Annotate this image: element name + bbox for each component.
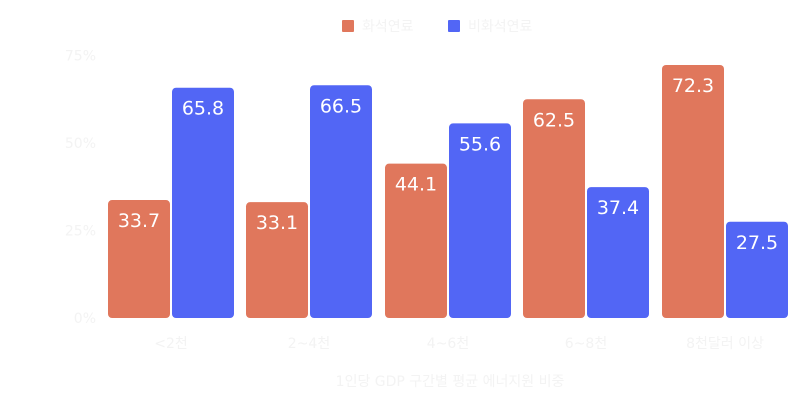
bar-series-2 [726,221,788,318]
y-tick-label: 0% [74,311,96,327]
bar-series-2 [310,85,372,318]
data-label: 55.6 [459,133,501,155]
legend-label-series-1: 화석연료 [362,19,414,35]
data-labels: 33.7 33.1 44.1 62.5 72.3 65.8 66.5 55.6 37.4 27.5 [118,75,778,254]
bar-series-2 [449,123,511,319]
data-label: 65.8 [182,98,224,120]
legend-label-series-2: 비화석연료 [468,19,533,35]
x-tick-label: 8천달러 이상 [686,336,764,352]
y-axis: 0% 25% 50% 75% [65,49,96,328]
data-label: 72.3 [672,75,714,97]
data-label: 44.1 [395,174,437,196]
x-tick-label: <2천 [154,336,188,352]
legend-swatch-series-2 [448,20,460,32]
x-tick-label: 4~6천 [427,336,469,352]
data-label: 62.5 [533,109,575,131]
y-tick-label: 25% [65,224,96,240]
x-axis: <2천 2~4천 4~6천 6~8천 8천달러 이상 [154,336,764,352]
chart-title: 1인당 GDP 구간별 평균 에너지원 비중 [336,374,565,390]
y-tick-label: 75% [65,49,96,65]
bar-series-1 [662,64,724,318]
legend: 화석연료 비화석연료 [342,19,533,35]
bars [108,64,788,319]
data-label: 27.5 [736,232,778,254]
data-label: 33.1 [256,212,298,234]
bar-series-1 [246,202,308,318]
data-label: 37.4 [597,197,639,219]
x-tick-label: 2~4천 [288,336,330,352]
data-label: 66.5 [320,95,362,117]
y-tick-label: 50% [65,136,96,152]
bar-series-1 [108,200,170,318]
bar-series-2 [587,187,649,318]
data-label: 33.7 [118,210,160,232]
bar-series-2 [172,87,234,318]
bar-series-1 [385,163,447,318]
bar-series-1 [523,99,585,318]
legend-swatch-series-1 [342,20,354,32]
x-tick-label: 6~8천 [565,336,607,352]
